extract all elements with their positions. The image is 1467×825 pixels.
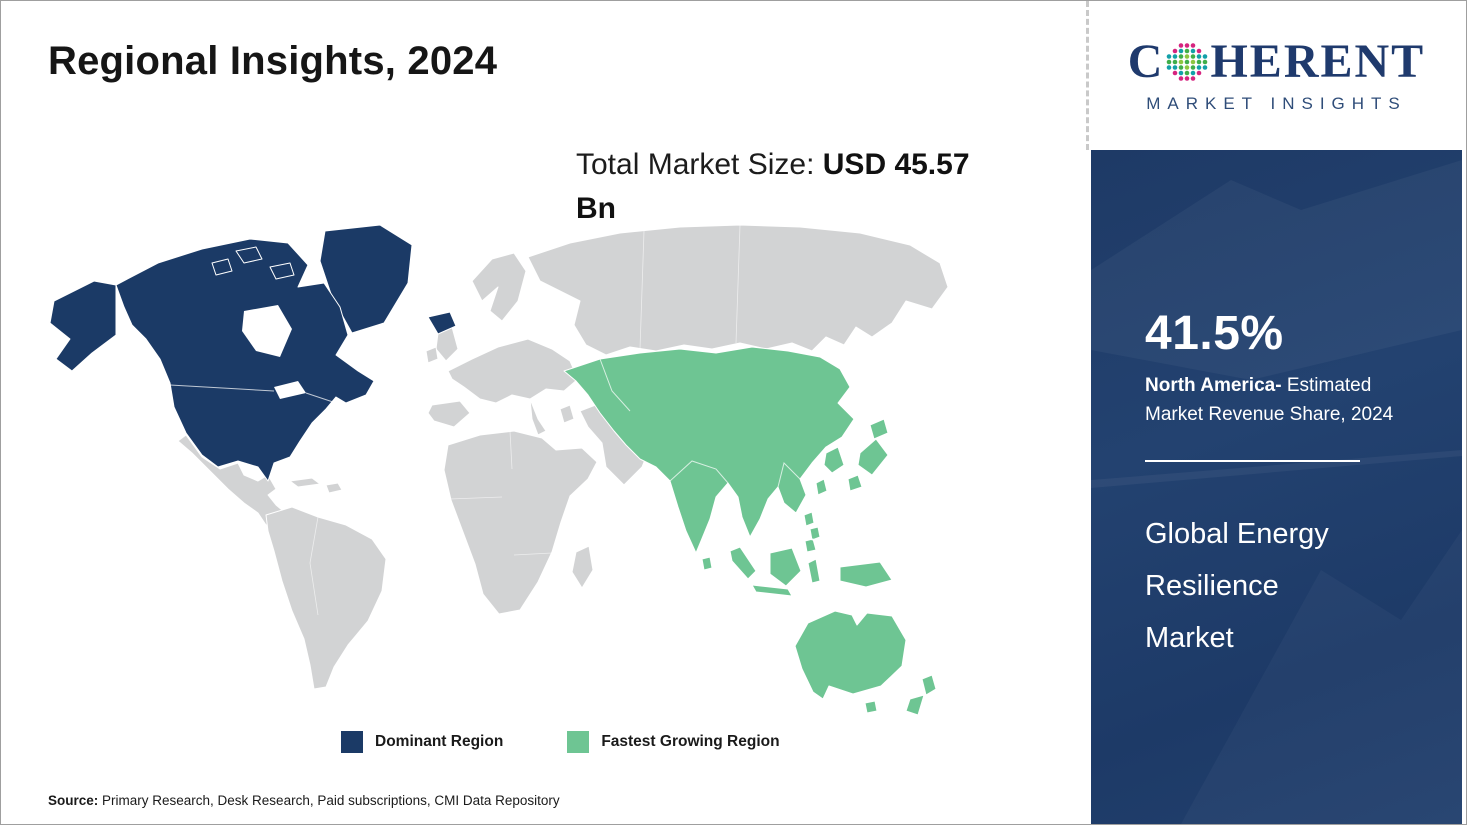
world-map: [39, 223, 1011, 723]
country-japan-kyushu: [847, 474, 863, 492]
island-sulawesi: [807, 558, 821, 584]
country-ireland: [425, 346, 439, 364]
market-share-desc-text: Estimated Market Revenue Share, 2024: [1145, 375, 1394, 426]
brand-subtitle: MARKET INSIGHTS: [1146, 93, 1407, 113]
brand-letters-herent: HERENT: [1210, 34, 1426, 88]
country-japan-honshu: [857, 438, 889, 476]
region-africa: [443, 430, 598, 615]
dashed-divider: [1086, 1, 1089, 150]
source-label: Source:: [48, 793, 99, 808]
hudson-bay: [242, 305, 292, 357]
island-java: [751, 584, 793, 597]
country-iceland: [427, 311, 457, 335]
market-name: Global Energy Resilience Market: [1145, 517, 1329, 655]
island-tasmania: [864, 700, 878, 714]
country-scandinavia: [471, 252, 527, 322]
island-new-guinea: [839, 561, 893, 588]
country-italy: [529, 398, 547, 436]
legend-item-dominant: Dominant Region: [341, 731, 503, 753]
country-australia: [794, 610, 907, 700]
brand-logo: C HERENT MARKET INSIGHTS: [1091, 1, 1462, 150]
region-north-america: [49, 224, 457, 482]
fastest-growing-region-label: Fastest Growing Region: [601, 733, 780, 750]
total-market-size: Total Market Size: USD 45.57 Bn: [576, 143, 1006, 230]
country-madagascar: [571, 545, 594, 589]
total-market-size-label: Total Market Size:: [576, 148, 823, 181]
sidebar-panel: 41.5% North America- Estimated Market Re…: [1091, 150, 1462, 824]
fastest-growing-region-swatch: [567, 731, 590, 753]
island-sumatra: [729, 546, 757, 580]
great-lakes: [274, 381, 306, 399]
dominant-region-swatch: [341, 731, 363, 753]
country-new-zealand: [905, 674, 937, 716]
region-canada-usa: [115, 238, 375, 482]
country-korea: [823, 446, 845, 474]
region-rest-of-world: [177, 224, 949, 690]
sidebar: C HERENT MARKET INSIGHTS: [1091, 1, 1462, 824]
page-title: Regional Insights, 2024: [48, 39, 498, 83]
us-canada-border: [115, 287, 337, 404]
region-europe-mainland: [447, 338, 579, 404]
market-share-value: 41.5%: [1145, 307, 1284, 360]
legend-item-fastest: Fastest Growing Region: [567, 731, 780, 753]
market-share-region: North America-: [1145, 375, 1282, 396]
market-share-description: North America- Estimated Market Revenue …: [1145, 371, 1407, 430]
source-line: Source: Primary Research, Desk Research,…: [48, 793, 560, 808]
map-legend: Dominant Region Fastest Growing Region: [341, 731, 780, 753]
island-borneo: [769, 547, 802, 587]
country-greece: [559, 404, 575, 424]
region-south-america: [265, 506, 387, 690]
country-philippines: [803, 511, 821, 553]
country-sri-lanka: [701, 556, 713, 571]
region-asia-mainland: [563, 346, 855, 554]
country-cuba: [289, 477, 321, 488]
region-alaska: [49, 280, 117, 372]
brand-letter-c: C: [1127, 34, 1165, 88]
source-text: Primary Research, Desk Research, Paid su…: [98, 793, 560, 808]
sidebar-content: 41.5% North America- Estimated Market Re…: [1091, 150, 1462, 664]
country-hispaniola: [325, 482, 343, 494]
world-map-svg: [49, 224, 949, 716]
brand-logo-wordmark: C HERENT: [1127, 34, 1426, 88]
country-taiwan: [815, 478, 828, 496]
region-asia-pacific: [563, 346, 937, 716]
total-market-size-value: USD 45.57 Bn: [576, 148, 970, 225]
country-greenland: [319, 224, 413, 334]
dominant-region-label: Dominant Region: [375, 733, 504, 750]
country-japan-hokkaido: [869, 418, 889, 440]
panel-divider-line: [1145, 459, 1360, 462]
arctic-islands: [211, 246, 295, 280]
country-iberia: [427, 400, 471, 428]
globe-dots-icon: [1167, 42, 1208, 81]
